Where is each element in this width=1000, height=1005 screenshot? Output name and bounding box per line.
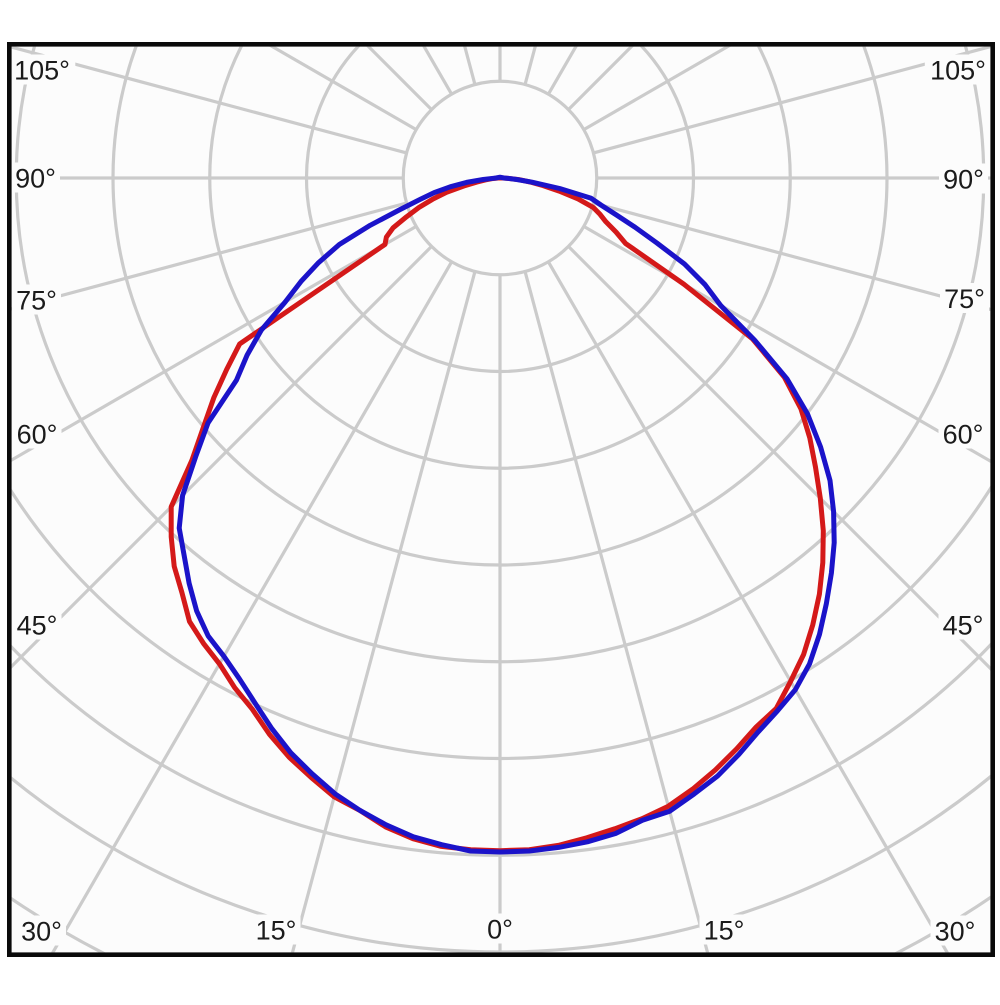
svg-text:60°: 60° <box>943 420 984 450</box>
svg-text:90°: 90° <box>943 165 984 195</box>
svg-text:75°: 75° <box>16 286 57 316</box>
svg-text:15°: 15° <box>704 916 745 946</box>
svg-text:90°: 90° <box>15 164 56 194</box>
svg-text:75°: 75° <box>944 284 985 314</box>
svg-text:105°: 105° <box>14 56 70 86</box>
svg-text:45°: 45° <box>17 611 58 641</box>
svg-text:45°: 45° <box>943 611 984 641</box>
svg-text:0°: 0° <box>487 915 513 945</box>
svg-text:30°: 30° <box>21 917 62 947</box>
svg-text:105°: 105° <box>930 56 986 86</box>
svg-text:30°: 30° <box>935 917 976 947</box>
svg-text:15°: 15° <box>256 916 297 946</box>
svg-text:60°: 60° <box>17 420 58 450</box>
